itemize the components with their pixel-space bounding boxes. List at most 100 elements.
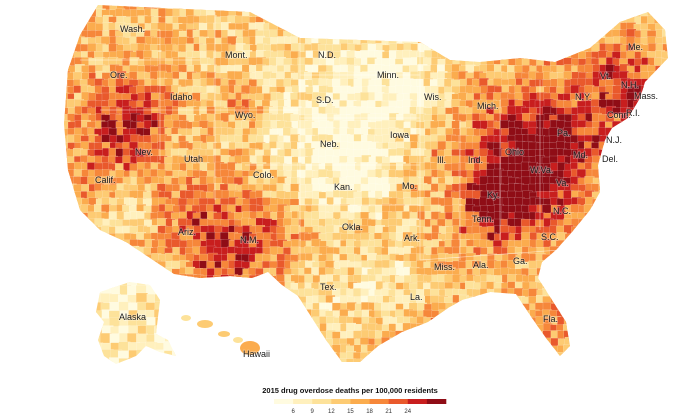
county-cell	[486, 29, 497, 40]
county-cell	[67, 330, 78, 341]
county-cell	[415, 22, 426, 33]
county-cell	[256, 281, 267, 292]
state-label-nh: N.H.	[621, 80, 639, 90]
county-cell	[564, 267, 575, 278]
county-cell	[88, 252, 99, 263]
county-cell	[255, 359, 266, 362]
county-cell	[620, 219, 630, 230]
county-cell	[522, 29, 533, 40]
county-cell	[536, 5, 547, 11]
county-cell	[262, 329, 273, 340]
county-cell	[549, 274, 559, 285]
county-cell	[660, 176, 668, 187]
county-cell	[136, 349, 149, 361]
county-cell	[661, 121, 668, 131]
state-label-wi: Wis.	[424, 92, 442, 102]
county-cell	[178, 330, 188, 341]
county-cell	[67, 260, 78, 270]
county-cell	[584, 212, 595, 223]
legend-tick-label: 12	[328, 409, 335, 415]
county-cell	[387, 23, 398, 34]
county-cell	[472, 9, 483, 20]
county-cell	[472, 37, 483, 48]
county-cell	[96, 282, 104, 289]
county-cell	[423, 323, 434, 334]
county-cell	[326, 22, 337, 33]
county-cell	[64, 268, 71, 279]
county-cell	[522, 8, 533, 19]
state-label-nv: Nev.	[135, 147, 153, 157]
county-cell	[647, 183, 658, 194]
county-cell	[620, 322, 631, 333]
county-cell	[661, 358, 668, 362]
county-cell	[654, 338, 665, 349]
county-cell	[423, 345, 434, 356]
county-cell	[585, 22, 596, 33]
county-cell	[655, 281, 666, 292]
county-cell	[661, 191, 668, 202]
county-cell	[592, 240, 603, 251]
county-cell	[457, 9, 468, 20]
county-cell	[416, 359, 427, 362]
county-cell	[522, 23, 533, 34]
county-cell	[634, 184, 644, 195]
county-cell	[507, 295, 518, 305]
county-cell	[221, 344, 232, 355]
county-cell	[360, 359, 371, 362]
county-cell	[269, 330, 280, 341]
county-cell	[578, 317, 588, 328]
state-label-ne: Neb.	[320, 139, 339, 149]
county-cell	[508, 303, 519, 313]
county-cell	[305, 331, 316, 342]
county-cell	[514, 337, 525, 348]
county-cell	[80, 309, 91, 320]
county-cell	[599, 344, 610, 355]
county-cell	[297, 302, 308, 313]
county-cell	[522, 352, 532, 362]
county-cell	[234, 324, 245, 335]
county-cell	[557, 35, 568, 46]
county-cell	[578, 226, 589, 237]
county-cell	[648, 99, 658, 110]
county-cell	[599, 288, 610, 299]
county-cell	[669, 332, 679, 342]
county-cell	[487, 50, 497, 60]
county-cell	[543, 49, 554, 60]
county-cell	[437, 359, 448, 362]
county-cell	[591, 317, 602, 327]
county-cell	[207, 302, 217, 313]
county-cell	[173, 342, 176, 354]
county-cell	[626, 218, 637, 229]
county-cell	[550, 44, 561, 55]
county-cell	[64, 8, 70, 19]
county-cell	[403, 331, 414, 342]
county-cell	[548, 5, 559, 12]
county-cell	[647, 155, 658, 166]
county-cell	[438, 44, 449, 55]
county-cell	[618, 302, 629, 313]
county-cell	[494, 5, 505, 12]
county-cell	[648, 128, 658, 139]
county-cell	[655, 268, 666, 278]
county-cell	[619, 239, 630, 250]
county-cell	[605, 16, 616, 27]
county-cell	[297, 324, 308, 335]
county-cell	[569, 261, 580, 272]
county-cell	[514, 316, 525, 327]
county-cell	[95, 274, 106, 285]
county-cell	[668, 115, 678, 125]
county-cell	[626, 231, 637, 242]
county-cell	[634, 5, 645, 11]
county-cell	[605, 204, 616, 214]
county-cell	[458, 358, 469, 362]
county-cell	[276, 9, 287, 20]
county-cell	[598, 5, 609, 13]
county-cell	[634, 254, 645, 265]
county-cell	[564, 29, 574, 40]
county-cell	[389, 29, 399, 40]
county-cell	[472, 359, 483, 362]
county-cell	[74, 239, 85, 250]
county-cell	[648, 274, 659, 285]
county-cell	[156, 288, 167, 299]
county-cell	[128, 366, 140, 377]
